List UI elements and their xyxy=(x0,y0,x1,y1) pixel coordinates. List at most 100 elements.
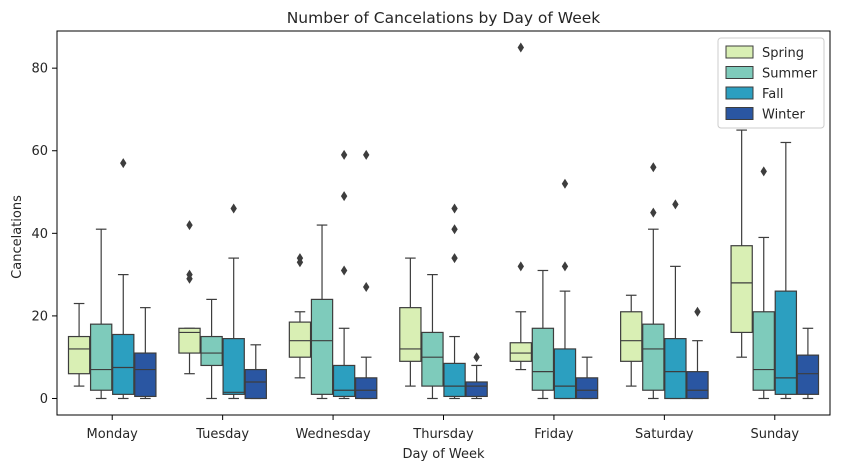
flier-point xyxy=(473,352,480,363)
box-winter-saturday xyxy=(686,306,709,400)
box-spring-sunday xyxy=(730,129,753,358)
flier-point xyxy=(230,203,237,214)
flier-point xyxy=(363,282,370,292)
x-tick-label: Wednesday xyxy=(295,427,371,442)
box-fall-monday xyxy=(112,158,135,400)
box-iqr xyxy=(399,307,422,362)
box-iqr xyxy=(642,323,665,391)
y-tick-label: 0 xyxy=(40,392,48,407)
x-axis: Monday Tuesday Wednesday Thursday Friday Satu… xyxy=(87,415,799,442)
box-summer-monday xyxy=(89,228,113,400)
flier-point xyxy=(672,199,679,210)
flier-point xyxy=(650,207,657,218)
x-tick-label: Saturday xyxy=(635,427,694,442)
flier-point xyxy=(340,265,348,276)
box-iqr xyxy=(796,354,820,395)
y-axis-label: Cancelations xyxy=(10,195,25,279)
box-spring-tuesday xyxy=(178,220,201,375)
flier-point xyxy=(561,261,569,272)
chart-title: Number of Cancelations by Day of Week xyxy=(287,9,601,27)
flier-point xyxy=(296,253,304,264)
box-iqr xyxy=(310,298,334,395)
flier-point xyxy=(517,261,524,272)
y-tick-label: 60 xyxy=(31,144,48,159)
box-iqr xyxy=(465,381,488,398)
box-iqr xyxy=(354,377,378,400)
box-spring-wednesday xyxy=(288,253,312,379)
box-spring-monday xyxy=(67,302,91,387)
box-summer-friday xyxy=(531,269,555,400)
x-tick-label: Sunday xyxy=(750,427,799,442)
x-tick-label: Tuesday xyxy=(195,427,249,442)
flier-point xyxy=(451,253,458,264)
legend-swatch xyxy=(725,107,754,120)
box-fall-saturday xyxy=(664,199,687,400)
flier-point xyxy=(186,220,193,231)
box-winter-tuesday xyxy=(244,344,267,400)
box-summer-saturday xyxy=(642,162,665,400)
legend-swatch xyxy=(725,66,754,79)
flier-point xyxy=(340,191,348,202)
box-iqr xyxy=(222,338,245,395)
box-iqr xyxy=(443,362,466,398)
flier-point xyxy=(120,158,127,169)
flier-point xyxy=(340,149,348,160)
box-fall-tuesday xyxy=(222,203,245,400)
x-tick-label: Thursday xyxy=(412,427,474,442)
box-summer-wednesday xyxy=(310,224,334,400)
flier-point xyxy=(561,178,569,189)
box-iqr xyxy=(332,364,356,398)
box-fall-sunday xyxy=(774,141,798,400)
box-winter-wednesday xyxy=(354,149,378,400)
y-tick-label: 80 xyxy=(31,62,48,77)
box-iqr xyxy=(664,338,687,400)
x-tick-label: Monday xyxy=(87,427,139,442)
box-iqr xyxy=(752,311,775,391)
box-fall-wednesday xyxy=(332,149,356,400)
box-winter-friday xyxy=(575,356,599,400)
flier-point xyxy=(363,149,370,160)
legend: Spring Summer Fall Winter xyxy=(717,37,825,129)
legend-label: Fall xyxy=(762,87,783,102)
box-iqr xyxy=(553,348,577,400)
flier-point xyxy=(694,306,701,317)
box-summer-thursday xyxy=(421,274,444,400)
x-tick-label: Friday xyxy=(534,427,574,442)
box-iqr xyxy=(774,290,798,395)
box-iqr xyxy=(686,371,709,400)
flier-point xyxy=(451,224,458,235)
box-iqr xyxy=(421,331,444,387)
legend-label: Winter xyxy=(762,108,806,123)
flier-point xyxy=(451,203,458,214)
box-fall-thursday xyxy=(443,203,466,400)
box-summer-sunday xyxy=(752,166,775,400)
legend-frame xyxy=(717,37,825,129)
box-iqr xyxy=(200,335,223,367)
box-iqr xyxy=(112,333,135,395)
box-iqr xyxy=(134,352,157,398)
x-axis-label: Day of Week xyxy=(402,447,485,462)
box-winter-sunday xyxy=(796,327,820,400)
box-iqr xyxy=(531,327,555,391)
box-spring-thursday xyxy=(399,257,422,387)
flier-point xyxy=(517,42,524,53)
box-iqr xyxy=(89,323,113,391)
flier-point xyxy=(186,269,193,280)
legend-swatch xyxy=(725,86,754,100)
box-iqr xyxy=(730,245,753,334)
box-iqr xyxy=(244,368,267,400)
legend-label: Spring xyxy=(762,46,804,61)
box-spring-saturday xyxy=(620,294,643,387)
box-iqr xyxy=(509,342,533,362)
y-tick-label: 40 xyxy=(31,227,48,242)
box-iqr xyxy=(67,335,91,375)
box-iqr xyxy=(288,321,312,358)
legend-label: Summer xyxy=(762,67,818,82)
box-summer-tuesday xyxy=(200,298,223,400)
plot-area xyxy=(56,30,831,416)
legend-swatch xyxy=(725,45,754,59)
box-winter-monday xyxy=(134,307,157,400)
y-tick-label: 20 xyxy=(31,309,48,324)
box-spring-friday xyxy=(509,42,533,371)
